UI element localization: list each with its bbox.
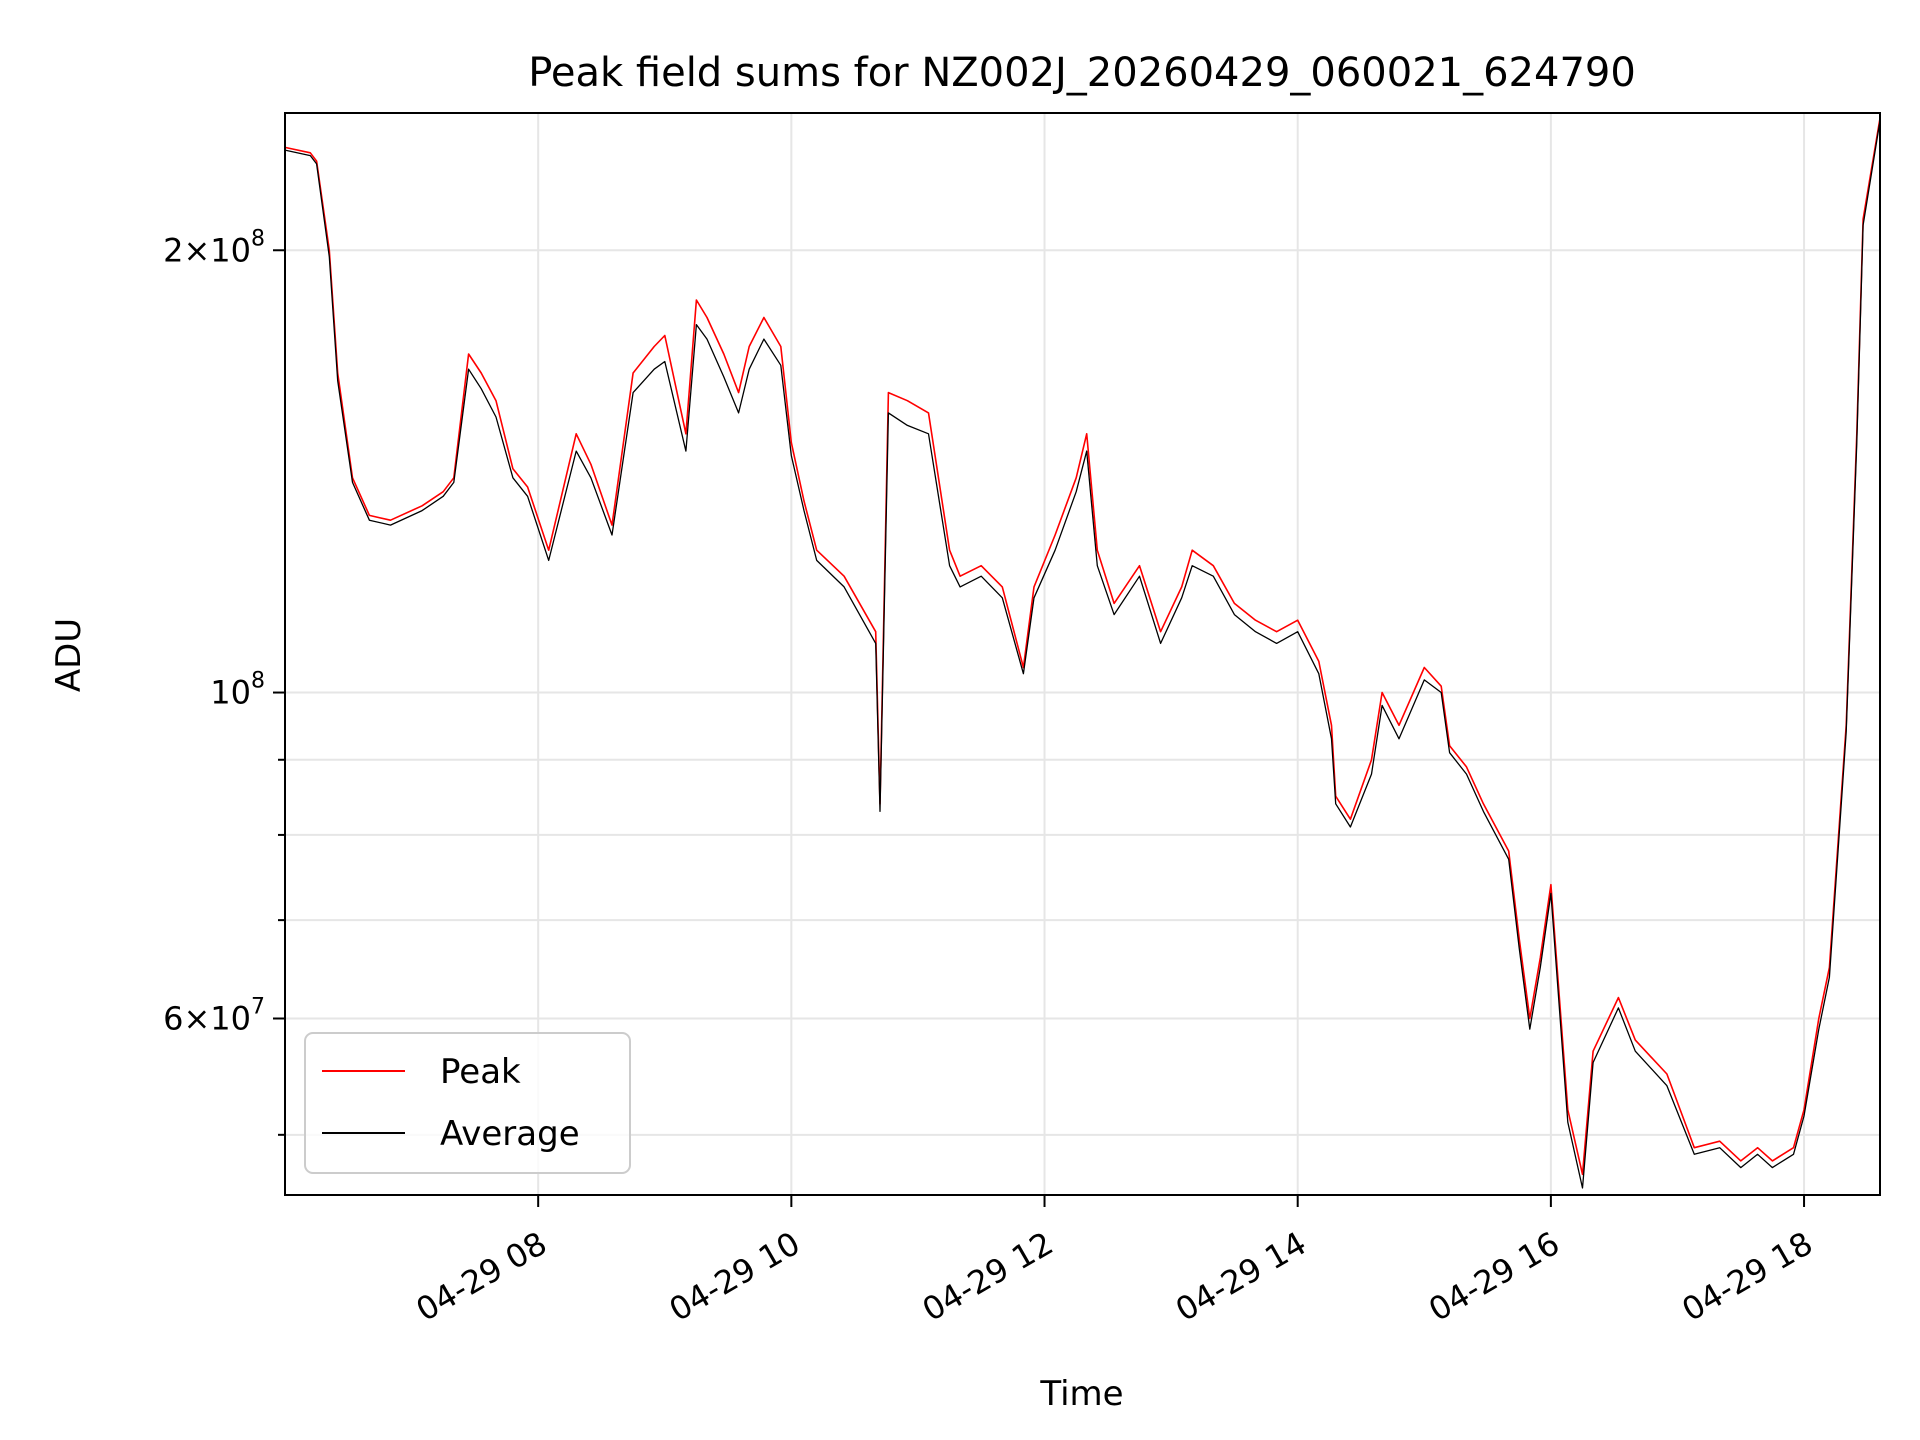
series-line-peak: [284, 118, 1881, 1176]
y-tick-label: 6×107: [163, 994, 265, 1037]
legend-box: [304, 1032, 631, 1174]
x-axis-label: Time: [1039, 1374, 1123, 1414]
grid-lines: [285, 113, 1880, 1195]
y-tick-label: 2×108: [163, 226, 265, 269]
legend: Peak Average: [304, 1032, 631, 1174]
series-line-average: [284, 120, 1881, 1189]
y-axis-label: ADU: [49, 618, 89, 692]
y-tick-label: 108: [210, 669, 265, 712]
series-lines: [284, 118, 1881, 1189]
plot-frame: [284, 112, 1881, 1196]
chart-title: Peak field sums for NZ002J_20260429_0600…: [528, 50, 1636, 96]
legend-label-average: Average: [440, 1114, 580, 1154]
y-axis: 6×107 108 2×108: [163, 226, 285, 1136]
legend-label-peak: Peak: [440, 1052, 521, 1092]
